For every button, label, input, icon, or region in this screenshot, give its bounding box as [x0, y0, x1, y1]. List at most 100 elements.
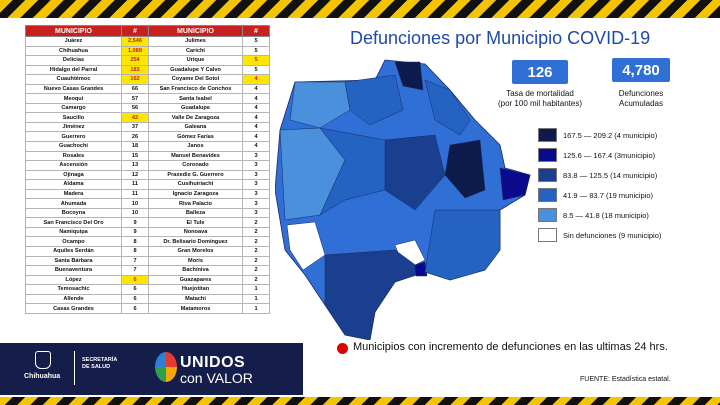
- legend-label: 167.5 — 209.2 (4 municipio): [563, 130, 658, 140]
- deaths-count-cell: 2: [242, 246, 270, 257]
- deaths-count-cell: 7: [121, 255, 149, 267]
- deaths-count-cell: 2: [242, 226, 270, 238]
- table-row: Jiménez 37 Galeana 4: [25, 121, 270, 133]
- legend-item: 125.6 — 167.4 (3municipio): [538, 145, 661, 165]
- column-header-municipio: MUNICIPIO: [148, 25, 243, 37]
- column-header-count: #: [242, 25, 270, 37]
- deaths-count-cell: 10: [121, 198, 149, 209]
- legend-label: Sin defunciones (9 municipio): [563, 230, 662, 240]
- deaths-count-cell: 2: [242, 236, 270, 248]
- banner-divider: [74, 351, 75, 385]
- legend-item: 167.5 — 209.2 (4 municipio): [538, 125, 661, 145]
- municipio-cell: Allende: [25, 293, 122, 305]
- page-title: Defunciones por Municipio COVID-19: [350, 28, 651, 48]
- deaths-count-cell: 9: [121, 217, 149, 228]
- column-header-count: #: [121, 25, 149, 37]
- municipio-cell: Balleza: [148, 207, 243, 219]
- red-dot-icon: [337, 343, 348, 354]
- deaths-count-cell: 2,546: [121, 36, 149, 47]
- municipio-cell: Santa Bárbara: [25, 255, 122, 267]
- deaths-count-cell: 3: [242, 188, 270, 200]
- table-row: Delicias 254 Urique 5: [25, 55, 270, 66]
- table-row: Ahumada 10 Riva Palacio 3: [25, 198, 270, 209]
- chihuahua-shield-icon: [35, 351, 51, 369]
- increase-note: Municipios con incremento de defunciones…: [353, 341, 668, 353]
- municipio-cell: Meoqui: [25, 93, 122, 104]
- region-southeast: [424, 209, 501, 281]
- municipio-cell: Gran Morelos: [148, 246, 243, 257]
- municipio-cell: Janos: [148, 141, 243, 152]
- deaths-count-cell: 37: [121, 121, 149, 133]
- deaths-count-cell: 4: [242, 74, 270, 85]
- legend-item: 83.8 — 125.5 (14 municipio): [538, 165, 661, 185]
- deaths-count-cell: 6: [121, 284, 149, 295]
- deaths-count-cell: 3: [242, 179, 270, 190]
- municipio-cell: Saucillo: [25, 112, 122, 123]
- municipio-cell: San Francisco Del Oro: [25, 217, 122, 228]
- municipio-cell: Cuauhtémoc: [25, 74, 122, 85]
- municipio-cell: Nonoava: [148, 226, 243, 238]
- deaths-count-cell: 6: [121, 303, 149, 314]
- municipio-cell: Buenaventura: [25, 265, 122, 276]
- deaths-count-cell: 1: [242, 303, 270, 314]
- municipio-cell: Guerrero: [25, 131, 122, 142]
- region-northeast: [424, 79, 471, 136]
- municipio-cell: Galeana: [148, 121, 243, 133]
- table-row: San Francisco Del Oro 9 El Tule 2: [25, 217, 270, 228]
- deaths-count-cell: 4: [242, 93, 270, 104]
- municipio-cell: Nuevo Casas Grandes: [25, 83, 122, 95]
- table-row: Ojinaga 12 Praxedis G. Guerrero 3: [25, 169, 270, 181]
- health-secretariat-label: SECRETARÍA DE SALUD: [82, 357, 118, 370]
- deaths-count-cell: 2: [242, 217, 270, 228]
- table-row: Nuevo Casas Grandes 66 San Francisco de Co…: [25, 83, 270, 95]
- deaths-by-municipality-table: MUNICIPIO # MUNICIPIO # Juárez 2,546 Julim…: [25, 25, 270, 314]
- table-row: Saucillo 42 Valle De Zaragoza 4: [25, 112, 270, 123]
- table-row: Meoqui 57 Santa Isabel 4: [25, 93, 270, 104]
- table-row: Camargo 56 Guadalupe 4: [25, 102, 270, 114]
- deaths-count-cell: 8: [121, 246, 149, 257]
- legend-swatch: [538, 208, 557, 222]
- region-north-central: [344, 74, 404, 126]
- table-row: Bocoyna 10 Balleza 3: [25, 207, 270, 219]
- slogan-line-1: UNIDOS: [180, 354, 246, 371]
- column-header-municipio: MUNICIPIO: [25, 25, 122, 37]
- table-row: Allende 6 Matachi 1: [25, 293, 270, 305]
- municipio-cell: Matachi: [148, 293, 243, 305]
- region-northwest: [289, 81, 351, 129]
- municipio-cell: Coronado: [148, 160, 243, 171]
- region-juarez: [394, 61, 424, 91]
- municipio-cell: Camargo: [25, 102, 122, 114]
- deaths-count-cell: 3: [242, 160, 270, 171]
- deaths-count-cell: 4: [242, 83, 270, 95]
- table-row: Ascensión 13 Coronado 3: [25, 160, 270, 171]
- municipio-cell: Ahumada: [25, 198, 122, 209]
- table-row: Temosachic 6 Huejotitan 1: [25, 284, 270, 295]
- table-row: Casas Grandes 6 Matamoros 1: [25, 303, 270, 314]
- municipio-cell: Santa Isabel: [148, 93, 243, 104]
- deaths-count-cell: 12: [121, 169, 149, 181]
- deaths-count-cell: 18: [121, 141, 149, 152]
- table-row: Cuauhtémoc 162 Coyame Del Sotol 4: [25, 74, 270, 85]
- municipio-cell: Julimes: [148, 36, 243, 47]
- table-row: Madera 11 Ignacio Zaragoza 3: [25, 188, 270, 200]
- deaths-count-cell: 57: [121, 93, 149, 104]
- accumulated-deaths-label: Defunciones Acumuladas: [618, 89, 664, 108]
- deaths-count-cell: 1: [242, 284, 270, 295]
- municipio-cell: Ascensión: [25, 160, 122, 171]
- municipio-cell: Matamoros: [148, 303, 243, 314]
- legend-swatch: [538, 228, 557, 242]
- municipio-cell: Jiménez: [25, 121, 122, 133]
- region-central-west: [319, 127, 386, 216]
- municipio-cell: Coyame Del Sotol: [148, 74, 243, 85]
- deaths-count-cell: 5: [242, 36, 270, 47]
- municipio-cell: San Francisco de Conchos: [148, 83, 243, 95]
- government-banner: Chihuahua SECRETARÍA DE SALUD UNIDOS con…: [0, 343, 303, 395]
- table-row: Buenaventura 7 Bachíniva 2: [25, 265, 270, 276]
- region-ojinaga-dark: [444, 139, 486, 199]
- municipio-cell: Delicias: [25, 55, 122, 66]
- deaths-count-cell: 8: [121, 236, 149, 248]
- legend-item: 41.9 — 83.7 (19 municipio): [538, 185, 661, 205]
- map-legend: 167.5 — 209.2 (4 municipio) 125.6 — 167.4…: [538, 125, 661, 245]
- legend-label: 125.6 — 167.4 (3municipio): [563, 150, 656, 160]
- municipio-cell: López: [25, 274, 122, 286]
